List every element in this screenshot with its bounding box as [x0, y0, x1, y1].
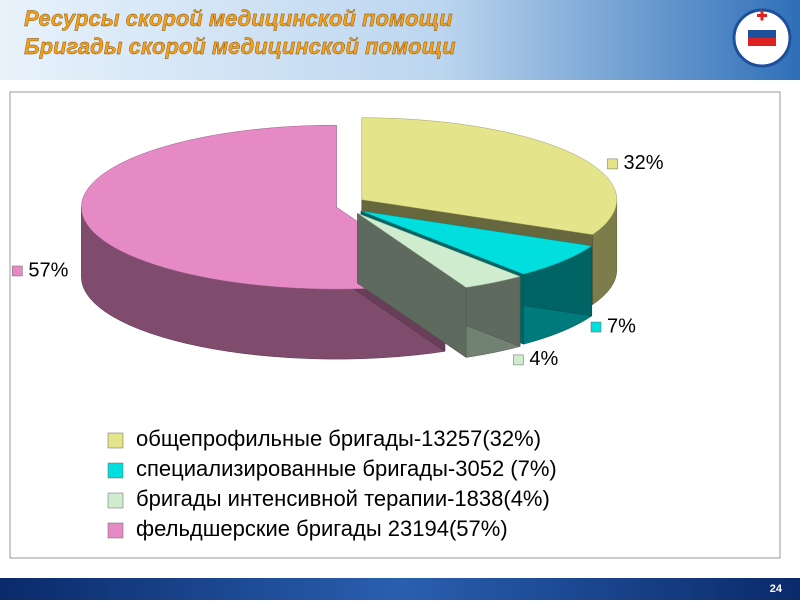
legend-label: фельдшерские бригады 23194(57%) — [136, 516, 508, 541]
footer-band — [0, 578, 800, 600]
slice-top — [360, 210, 593, 275]
label-marker — [12, 265, 23, 277]
slice-top — [361, 117, 617, 235]
label-marker — [590, 321, 602, 333]
data-label: 7% — [607, 315, 636, 337]
pie: 32% 7% 4% 57% — [12, 117, 664, 370]
slice-top — [81, 124, 446, 290]
page-number: 24 — [770, 583, 783, 595]
legend-marker — [107, 522, 124, 539]
data-label: 57% — [28, 259, 68, 281]
label-marker — [607, 158, 618, 170]
legend-marker — [107, 462, 124, 479]
logo — [732, 8, 792, 68]
title-line: Ресурсы скорой медицинской помощи — [24, 6, 453, 31]
pie-slice — [357, 212, 521, 358]
legend-marker — [107, 432, 124, 449]
legend-label: бригады интенсивной терапии-1838(4%) — [136, 486, 550, 511]
legend: общепрофильные бригады-13257(32%) специал… — [107, 426, 557, 541]
title-line: Бригады скорой медицинской помощи — [24, 34, 456, 59]
header-band — [0, 0, 800, 80]
slice-top — [357, 213, 521, 288]
data-label: 4% — [529, 348, 558, 370]
data-label: 32% — [624, 152, 664, 174]
label-marker — [513, 354, 524, 366]
legend-marker — [107, 492, 124, 509]
legend-label: специализированные бригады-3052 (7%) — [136, 456, 557, 481]
legend-label: общепрофильные бригады-13257(32%) — [136, 426, 541, 451]
